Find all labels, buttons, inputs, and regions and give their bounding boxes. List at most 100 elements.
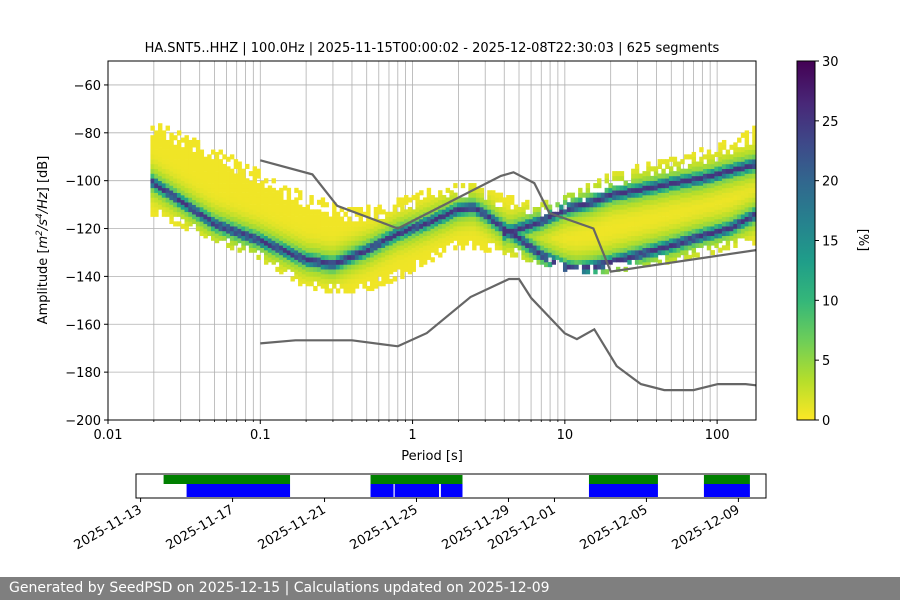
density-cell xyxy=(324,250,329,256)
density-cell xyxy=(525,252,530,258)
density-cell xyxy=(464,216,469,222)
density-cell xyxy=(385,264,390,270)
density-cell xyxy=(631,178,636,184)
density-cell xyxy=(388,216,394,222)
density-cell xyxy=(233,187,239,193)
density-cell xyxy=(335,269,341,275)
density-cell xyxy=(650,185,655,191)
density-cell xyxy=(263,230,269,237)
density-cell xyxy=(294,250,299,256)
density-cell xyxy=(464,202,469,208)
density-cell xyxy=(748,173,753,179)
density-cell xyxy=(509,214,515,220)
density-cell xyxy=(411,228,416,234)
density-cell xyxy=(332,221,337,227)
density-cell xyxy=(615,247,621,253)
density-cell xyxy=(457,230,462,237)
density-cell xyxy=(256,211,261,217)
density-cell xyxy=(714,218,719,225)
density-cell xyxy=(748,206,753,213)
density-cell xyxy=(229,168,235,174)
density-cell xyxy=(229,240,235,246)
density-cell xyxy=(392,262,398,268)
density-cell xyxy=(631,240,636,246)
density-cell xyxy=(286,245,292,251)
density-cell xyxy=(638,240,644,246)
density-cell xyxy=(544,262,549,268)
density-cell xyxy=(313,214,318,220)
density-cell xyxy=(729,206,734,213)
density-cell xyxy=(733,180,738,186)
density-cell xyxy=(351,254,356,260)
density-cell xyxy=(740,233,746,239)
density-cell xyxy=(256,183,261,189)
density-cell xyxy=(691,161,697,167)
density-cell xyxy=(725,245,731,251)
density-cell xyxy=(475,221,481,227)
density-cell xyxy=(271,211,276,217)
density-cell xyxy=(203,171,208,177)
density-cell xyxy=(604,245,609,251)
density-cell xyxy=(369,242,375,248)
density-cell xyxy=(222,230,227,237)
density-cell xyxy=(441,233,447,239)
density-cell xyxy=(574,216,579,222)
density-cell xyxy=(388,269,394,275)
density-cell xyxy=(233,183,239,189)
density-cell xyxy=(381,271,386,277)
density-cell xyxy=(513,252,519,258)
density-cell xyxy=(411,233,416,239)
density-cell xyxy=(211,173,216,179)
density-cell xyxy=(487,190,492,196)
density-cell xyxy=(721,178,727,184)
density-cell xyxy=(150,168,155,174)
density-cell xyxy=(328,235,333,241)
density-cell xyxy=(229,206,235,213)
density-cell xyxy=(351,245,356,251)
density-cell xyxy=(275,209,280,215)
density-cell xyxy=(218,183,223,189)
density-cell xyxy=(362,283,367,289)
density-cell xyxy=(263,221,269,227)
density-cell xyxy=(718,185,723,191)
density-cell xyxy=(608,192,613,198)
density-cell xyxy=(684,187,689,193)
density-cell xyxy=(404,209,409,215)
density-cell xyxy=(638,226,644,232)
density-cell xyxy=(279,221,284,227)
density-cell xyxy=(562,247,568,253)
density-cell xyxy=(381,266,386,272)
density-cell xyxy=(229,192,235,198)
density-cell xyxy=(245,202,250,208)
density-cell xyxy=(733,218,738,225)
density-cell xyxy=(718,180,723,186)
density-cell xyxy=(574,226,579,232)
density-cell xyxy=(173,187,178,193)
density-cell xyxy=(585,216,591,222)
density-cell xyxy=(615,185,621,191)
density-cell xyxy=(385,226,390,232)
density-cell xyxy=(691,199,697,205)
density-cell xyxy=(237,228,242,234)
density-cell xyxy=(267,214,273,220)
density-cell xyxy=(532,245,538,251)
segment-bar xyxy=(370,484,394,497)
density-cell xyxy=(748,159,753,165)
density-cell xyxy=(199,173,205,179)
density-cell xyxy=(540,230,545,237)
density-cell xyxy=(332,202,337,208)
density-cell xyxy=(422,245,428,251)
density-cell xyxy=(638,192,644,198)
density-cell xyxy=(150,202,155,208)
density-cell xyxy=(547,242,553,248)
x-axis-label: Period [s] xyxy=(401,449,463,464)
density-cell xyxy=(566,230,572,237)
density-cell xyxy=(298,223,303,229)
density-cell xyxy=(691,209,697,215)
density-cell xyxy=(706,197,712,203)
density-cell xyxy=(532,211,538,217)
density-cell xyxy=(195,197,201,203)
density-cell xyxy=(218,178,223,184)
density-cell xyxy=(608,226,613,232)
density-cell xyxy=(377,252,382,258)
